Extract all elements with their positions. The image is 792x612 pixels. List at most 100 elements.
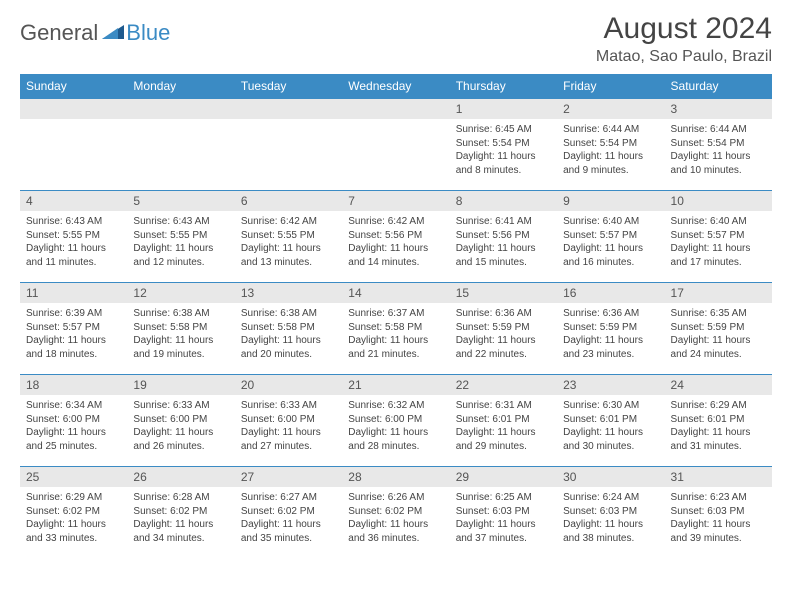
- day-number: 30: [557, 467, 664, 487]
- calendar-day-cell: [127, 99, 234, 191]
- day-detail: Sunrise: 6:28 AMSunset: 6:02 PMDaylight:…: [127, 487, 234, 549]
- daylight-text: Daylight: 11 hours and 23 minutes.: [563, 334, 658, 361]
- day-header-sunday: Sunday: [20, 74, 127, 99]
- sunrise-text: Sunrise: 6:43 AM: [26, 215, 121, 229]
- day-detail: Sunrise: 6:23 AMSunset: 6:03 PMDaylight:…: [665, 487, 772, 549]
- sunset-text: Sunset: 5:55 PM: [26, 229, 121, 243]
- day-number: 22: [450, 375, 557, 395]
- day-detail: Sunrise: 6:37 AMSunset: 5:58 PMDaylight:…: [342, 303, 449, 365]
- daylight-text: Daylight: 11 hours and 16 minutes.: [563, 242, 658, 269]
- day-number: 21: [342, 375, 449, 395]
- daylight-text: Daylight: 11 hours and 25 minutes.: [26, 426, 121, 453]
- day-detail: Sunrise: 6:35 AMSunset: 5:59 PMDaylight:…: [665, 303, 772, 365]
- sunrise-text: Sunrise: 6:36 AM: [456, 307, 551, 321]
- day-detail: Sunrise: 6:44 AMSunset: 5:54 PMDaylight:…: [665, 119, 772, 181]
- day-detail: Sunrise: 6:36 AMSunset: 5:59 PMDaylight:…: [450, 303, 557, 365]
- sunrise-text: Sunrise: 6:38 AM: [133, 307, 228, 321]
- calendar-day-cell: 21Sunrise: 6:32 AMSunset: 6:00 PMDayligh…: [342, 375, 449, 467]
- sunset-text: Sunset: 5:59 PM: [563, 321, 658, 335]
- calendar-day-cell: 9Sunrise: 6:40 AMSunset: 5:57 PMDaylight…: [557, 191, 664, 283]
- sunset-text: Sunset: 5:57 PM: [563, 229, 658, 243]
- sunrise-text: Sunrise: 6:33 AM: [133, 399, 228, 413]
- day-number: 10: [665, 191, 772, 211]
- daylight-text: Daylight: 11 hours and 18 minutes.: [26, 334, 121, 361]
- day-header-wednesday: Wednesday: [342, 74, 449, 99]
- daylight-text: Daylight: 11 hours and 33 minutes.: [26, 518, 121, 545]
- calendar-day-cell: 22Sunrise: 6:31 AMSunset: 6:01 PMDayligh…: [450, 375, 557, 467]
- daylight-text: Daylight: 11 hours and 30 minutes.: [563, 426, 658, 453]
- day-detail: Sunrise: 6:34 AMSunset: 6:00 PMDaylight:…: [20, 395, 127, 457]
- logo-text-general: General: [20, 20, 98, 46]
- day-number: 1: [450, 99, 557, 119]
- day-number: 8: [450, 191, 557, 211]
- sunrise-text: Sunrise: 6:42 AM: [348, 215, 443, 229]
- sunrise-text: Sunrise: 6:45 AM: [456, 123, 551, 137]
- sunset-text: Sunset: 6:02 PM: [348, 505, 443, 519]
- day-number: 6: [235, 191, 342, 211]
- day-number: 25: [20, 467, 127, 487]
- sunrise-text: Sunrise: 6:42 AM: [241, 215, 336, 229]
- logo-triangle-icon: [102, 23, 124, 44]
- daylight-text: Daylight: 11 hours and 31 minutes.: [671, 426, 766, 453]
- calendar-day-cell: 31Sunrise: 6:23 AMSunset: 6:03 PMDayligh…: [665, 467, 772, 559]
- sunset-text: Sunset: 5:57 PM: [671, 229, 766, 243]
- day-number: 19: [127, 375, 234, 395]
- logo-text-blue: Blue: [126, 20, 170, 46]
- daylight-text: Daylight: 11 hours and 19 minutes.: [133, 334, 228, 361]
- day-number: 20: [235, 375, 342, 395]
- sunset-text: Sunset: 5:58 PM: [133, 321, 228, 335]
- calendar-day-cell: 1Sunrise: 6:45 AMSunset: 5:54 PMDaylight…: [450, 99, 557, 191]
- day-number: 28: [342, 467, 449, 487]
- sunrise-text: Sunrise: 6:40 AM: [671, 215, 766, 229]
- day-detail: Sunrise: 6:43 AMSunset: 5:55 PMDaylight:…: [127, 211, 234, 273]
- sunset-text: Sunset: 6:03 PM: [563, 505, 658, 519]
- day-detail: Sunrise: 6:26 AMSunset: 6:02 PMDaylight:…: [342, 487, 449, 549]
- sunset-text: Sunset: 5:58 PM: [241, 321, 336, 335]
- daylight-text: Daylight: 11 hours and 38 minutes.: [563, 518, 658, 545]
- day-number: 14: [342, 283, 449, 303]
- calendar-day-cell: 7Sunrise: 6:42 AMSunset: 5:56 PMDaylight…: [342, 191, 449, 283]
- day-number: 29: [450, 467, 557, 487]
- calendar-table: SundayMondayTuesdayWednesdayThursdayFrid…: [20, 74, 772, 559]
- sunrise-text: Sunrise: 6:29 AM: [26, 491, 121, 505]
- day-detail: Sunrise: 6:40 AMSunset: 5:57 PMDaylight:…: [665, 211, 772, 273]
- daylight-text: Daylight: 11 hours and 17 minutes.: [671, 242, 766, 269]
- day-number: 18: [20, 375, 127, 395]
- daylight-text: Daylight: 11 hours and 26 minutes.: [133, 426, 228, 453]
- calendar-day-cell: 20Sunrise: 6:33 AMSunset: 6:00 PMDayligh…: [235, 375, 342, 467]
- day-number: 13: [235, 283, 342, 303]
- day-number: 12: [127, 283, 234, 303]
- calendar-day-cell: 4Sunrise: 6:43 AMSunset: 5:55 PMDaylight…: [20, 191, 127, 283]
- sunrise-text: Sunrise: 6:27 AM: [241, 491, 336, 505]
- day-number: [20, 99, 127, 119]
- calendar-day-cell: 19Sunrise: 6:33 AMSunset: 6:00 PMDayligh…: [127, 375, 234, 467]
- day-header-saturday: Saturday: [665, 74, 772, 99]
- logo: General Blue: [20, 12, 170, 46]
- daylight-text: Daylight: 11 hours and 37 minutes.: [456, 518, 551, 545]
- daylight-text: Daylight: 11 hours and 12 minutes.: [133, 242, 228, 269]
- day-detail: Sunrise: 6:27 AMSunset: 6:02 PMDaylight:…: [235, 487, 342, 549]
- sunrise-text: Sunrise: 6:31 AM: [456, 399, 551, 413]
- day-number: 16: [557, 283, 664, 303]
- sunrise-text: Sunrise: 6:44 AM: [563, 123, 658, 137]
- calendar-day-cell: 13Sunrise: 6:38 AMSunset: 5:58 PMDayligh…: [235, 283, 342, 375]
- calendar-day-cell: 5Sunrise: 6:43 AMSunset: 5:55 PMDaylight…: [127, 191, 234, 283]
- day-number: [235, 99, 342, 119]
- calendar-day-cell: 2Sunrise: 6:44 AMSunset: 5:54 PMDaylight…: [557, 99, 664, 191]
- day-number: 7: [342, 191, 449, 211]
- day-detail: Sunrise: 6:39 AMSunset: 5:57 PMDaylight:…: [20, 303, 127, 365]
- daylight-text: Daylight: 11 hours and 24 minutes.: [671, 334, 766, 361]
- page-header: General Blue August 2024 Matao, Sao Paul…: [20, 12, 772, 66]
- calendar-day-cell: 6Sunrise: 6:42 AMSunset: 5:55 PMDaylight…: [235, 191, 342, 283]
- sunrise-text: Sunrise: 6:23 AM: [671, 491, 766, 505]
- sunset-text: Sunset: 6:01 PM: [671, 413, 766, 427]
- day-detail: Sunrise: 6:32 AMSunset: 6:00 PMDaylight:…: [342, 395, 449, 457]
- calendar-day-cell: 23Sunrise: 6:30 AMSunset: 6:01 PMDayligh…: [557, 375, 664, 467]
- day-number: 26: [127, 467, 234, 487]
- sunrise-text: Sunrise: 6:36 AM: [563, 307, 658, 321]
- sunrise-text: Sunrise: 6:24 AM: [563, 491, 658, 505]
- calendar-week-row: 4Sunrise: 6:43 AMSunset: 5:55 PMDaylight…: [20, 191, 772, 283]
- daylight-text: Daylight: 11 hours and 39 minutes.: [671, 518, 766, 545]
- daylight-text: Daylight: 11 hours and 15 minutes.: [456, 242, 551, 269]
- day-number: [342, 99, 449, 119]
